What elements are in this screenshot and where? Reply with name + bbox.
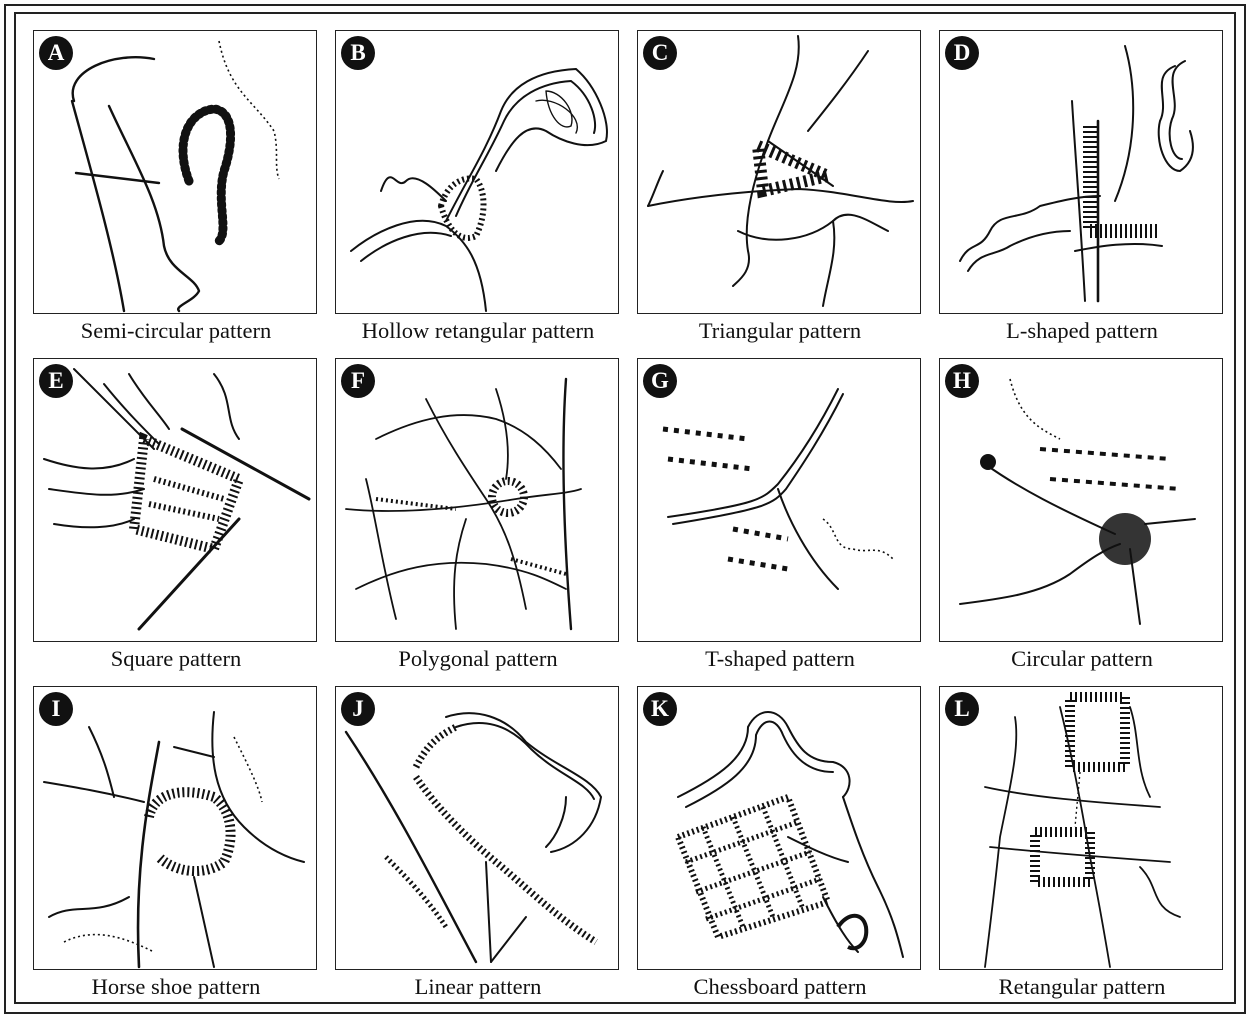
panel-caption: Triangular pattern	[698, 318, 862, 343]
panel-letter-badge: J	[341, 692, 375, 726]
horse-shoe-settlement-icon	[43, 711, 305, 969]
map-panel: G	[637, 358, 921, 642]
rectangular-settlement-icon	[984, 692, 1181, 968]
semi-circular-settlement-icon	[70, 40, 280, 313]
map-panel: C	[637, 30, 921, 314]
map-panel: L	[939, 686, 1223, 970]
panel-letter-badge: K	[643, 692, 677, 726]
panel-letter-badge: F	[341, 364, 375, 398]
linear-settlement-icon	[344, 712, 603, 964]
panel-letter-badge: D	[945, 36, 979, 70]
panel-letter-badge: A	[39, 36, 73, 70]
square-settlement-icon	[43, 368, 311, 631]
chessboard-settlement-icon	[674, 711, 904, 958]
panel-letter-badge: E	[39, 364, 73, 398]
panel-letter-badge: B	[341, 36, 375, 70]
panel-caption: Hollow retangular pattern	[361, 318, 595, 343]
panel-letter-badge: L	[945, 692, 979, 726]
panel-letter-badge: H	[945, 364, 979, 398]
map-panel: J	[335, 686, 619, 970]
panel-letter-badge: G	[643, 364, 677, 398]
panel-caption: L-shaped pattern	[1006, 318, 1158, 343]
panel-caption: Circular pattern	[1011, 646, 1153, 671]
panel-caption: Polygonal pattern	[398, 646, 558, 671]
panel-caption: Retangular pattern	[998, 974, 1166, 999]
map-panel: B	[335, 30, 619, 314]
panel-caption: Semi-circular pattern	[80, 318, 272, 343]
circular-settlement-icon	[959, 378, 1196, 625]
map-panel: K	[637, 686, 921, 970]
panel-caption: Square pattern	[110, 646, 242, 671]
polygonal-settlement-icon	[345, 377, 582, 631]
panel-caption: T-shaped pattern	[705, 646, 855, 671]
hollow-rectangular-settlement-icon	[350, 67, 608, 312]
panel-caption: Chessboard pattern	[693, 974, 867, 999]
map-panel: E	[33, 358, 317, 642]
map-panel: F	[335, 358, 619, 642]
figure-outer-border	[4, 4, 1246, 1014]
figure-inner-border	[14, 12, 1236, 1004]
map-panel: D	[939, 30, 1223, 314]
panel-letter-badge: I	[39, 692, 73, 726]
panel-caption: Linear pattern	[414, 974, 542, 999]
panel-caption: Horse shoe pattern	[91, 974, 261, 999]
panel-letter-badge: C	[643, 36, 677, 70]
t-shaped-settlement-icon	[662, 388, 894, 590]
map-panel: A	[33, 30, 317, 314]
triangular-settlement-icon	[647, 35, 914, 307]
map-panel: H	[939, 358, 1223, 642]
map-panel: I	[33, 686, 317, 970]
l-shaped-settlement-icon	[959, 45, 1194, 303]
